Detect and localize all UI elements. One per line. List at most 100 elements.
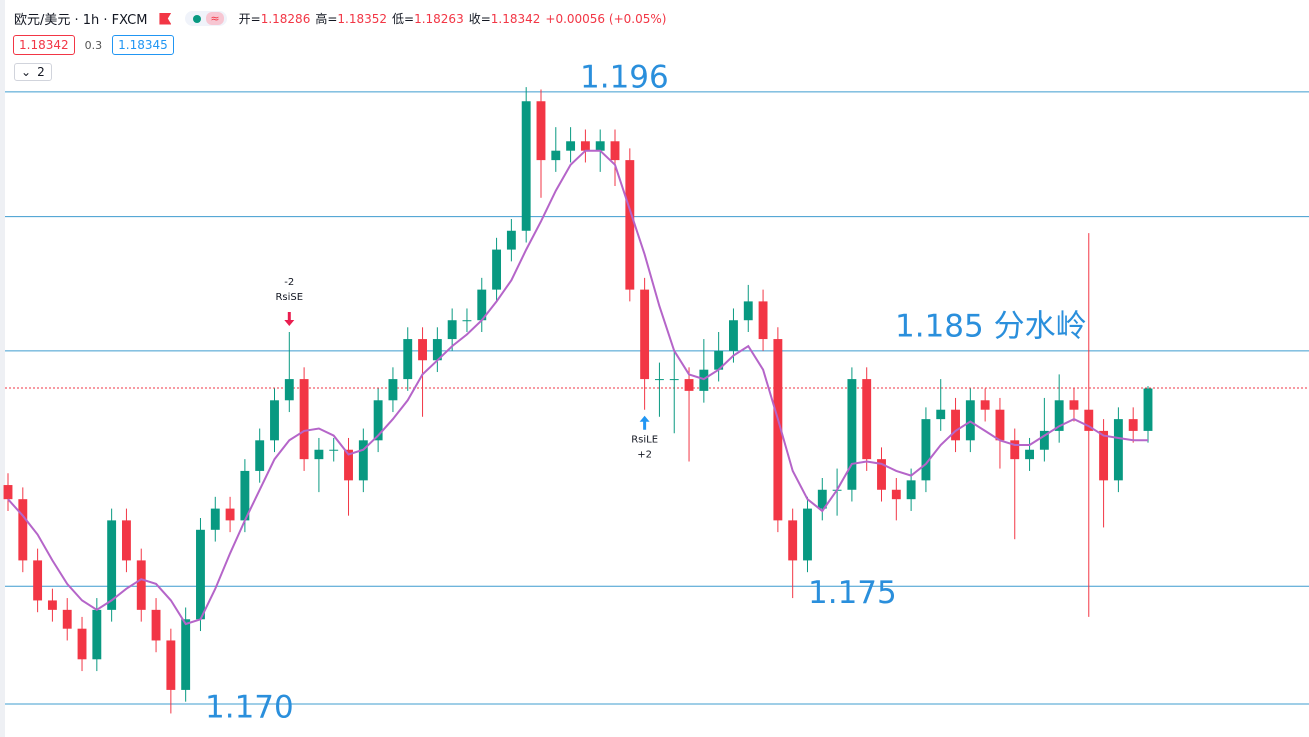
candle-body [432, 339, 442, 361]
level-label: 1.196 [580, 59, 669, 95]
ohlc-value: 1.18286 [260, 11, 311, 26]
candle-body [477, 289, 487, 321]
candle-body [314, 449, 324, 460]
indicator-toggle[interactable]: ⌄ 2 [14, 63, 52, 81]
level-label: 1.175 [808, 575, 897, 611]
symbol[interactable]: 欧元/美元 · 1h · FXCM [14, 13, 148, 28]
candle-body [906, 480, 916, 500]
candle-body [1025, 449, 1034, 460]
candle-body [122, 520, 131, 561]
candle-body [684, 379, 694, 391]
candle-body [862, 379, 872, 460]
candle-body [1084, 409, 1094, 431]
candle-body [803, 508, 812, 561]
ohlc-value: 1.18352 [337, 11, 388, 26]
candle-body [240, 470, 250, 521]
candle-body [181, 619, 191, 690]
candle-body [566, 141, 576, 151]
candle-body [788, 520, 798, 561]
candle-body [196, 529, 205, 620]
candle-body [980, 400, 990, 410]
candle-body [47, 600, 57, 610]
ohlc-value: 1.18342 [490, 11, 541, 26]
candle-body [33, 560, 43, 601]
signal-text: -2 [284, 277, 294, 288]
candle-body [210, 508, 220, 530]
candle-body [758, 301, 768, 340]
candle-body [699, 369, 709, 391]
candle-body [640, 289, 650, 380]
ohlc-label: 低= [392, 12, 415, 26]
left-edge [0, 0, 5, 737]
candle-body [3, 485, 13, 500]
candle-body [743, 301, 753, 321]
candle-body [1010, 440, 1020, 460]
candle-body [521, 101, 531, 231]
candle-body [225, 508, 235, 521]
candle-body [817, 489, 827, 509]
candle-body [1113, 419, 1123, 481]
spread: 0.3 [84, 38, 103, 52]
candle-body [462, 320, 472, 322]
candle-body [536, 101, 546, 161]
wave-icon: ≈ [206, 12, 224, 25]
candle-body [284, 379, 294, 401]
level-label: 1.170 [205, 690, 294, 726]
candle-body [373, 400, 383, 441]
ohlc-values: 开= 1.18286 高= 1.18352 低= 1.18263 收= 1.18342 [239, 10, 546, 27]
candle-body [921, 419, 931, 481]
candle-body [936, 409, 946, 420]
candle-body [255, 440, 265, 471]
status-pill[interactable]: ≈ [185, 11, 227, 26]
ohlc-value: 1.18263 [414, 11, 464, 26]
signal-text: RsiLE [631, 435, 658, 446]
candle-body [299, 379, 309, 460]
candle-body [447, 320, 457, 340]
candle-body [77, 628, 87, 660]
ohlc-label: 开= [238, 12, 261, 26]
bid-ask: 1.18342 0.3 1.18345 [13, 35, 174, 55]
candle-body [580, 141, 590, 151]
candle-body [358, 440, 368, 481]
ask-price[interactable]: 1.18345 [112, 35, 174, 55]
legend-header: 欧元/美元 · 1h · FXCM ≈ 开= 1.18286 高= 1.18352 低=… [14, 9, 671, 28]
candle-body [951, 409, 960, 441]
candle-body [1054, 400, 1064, 431]
candle-body [729, 320, 738, 351]
candle-body [714, 350, 724, 370]
candle-body [107, 520, 117, 610]
ohlc-label: 收= [468, 12, 491, 26]
candle-body [403, 339, 413, 380]
flag-icon[interactable] [159, 12, 172, 25]
candle-body [551, 150, 561, 161]
signal-arrow [284, 312, 295, 327]
chevron-icon: ⌄ [21, 65, 32, 79]
candle-body [1128, 419, 1138, 431]
candle-body [1039, 430, 1049, 450]
candle-body [625, 160, 635, 290]
ohlc-label: 高= [315, 12, 338, 26]
bid-price[interactable]: 1.18342 [13, 35, 75, 55]
candle-body [1099, 430, 1109, 481]
candle-body [654, 379, 664, 381]
moving-average [7, 149, 1148, 626]
candle-body [847, 379, 857, 490]
candle-body [344, 449, 353, 481]
signal-text: +2 [637, 450, 652, 461]
candle-body [492, 249, 502, 290]
candle-body [418, 339, 427, 361]
candle-body [270, 400, 279, 441]
candle-body [610, 141, 620, 161]
status-dot [193, 14, 202, 23]
candle-body [92, 609, 102, 660]
candle-body [166, 640, 176, 690]
candle-body [995, 409, 1005, 441]
candle-body [965, 400, 975, 441]
candle-body [1069, 400, 1079, 410]
candle-body [773, 339, 783, 521]
candle-body [595, 141, 605, 151]
candle-body [1143, 388, 1153, 431]
candle-body [388, 379, 398, 401]
